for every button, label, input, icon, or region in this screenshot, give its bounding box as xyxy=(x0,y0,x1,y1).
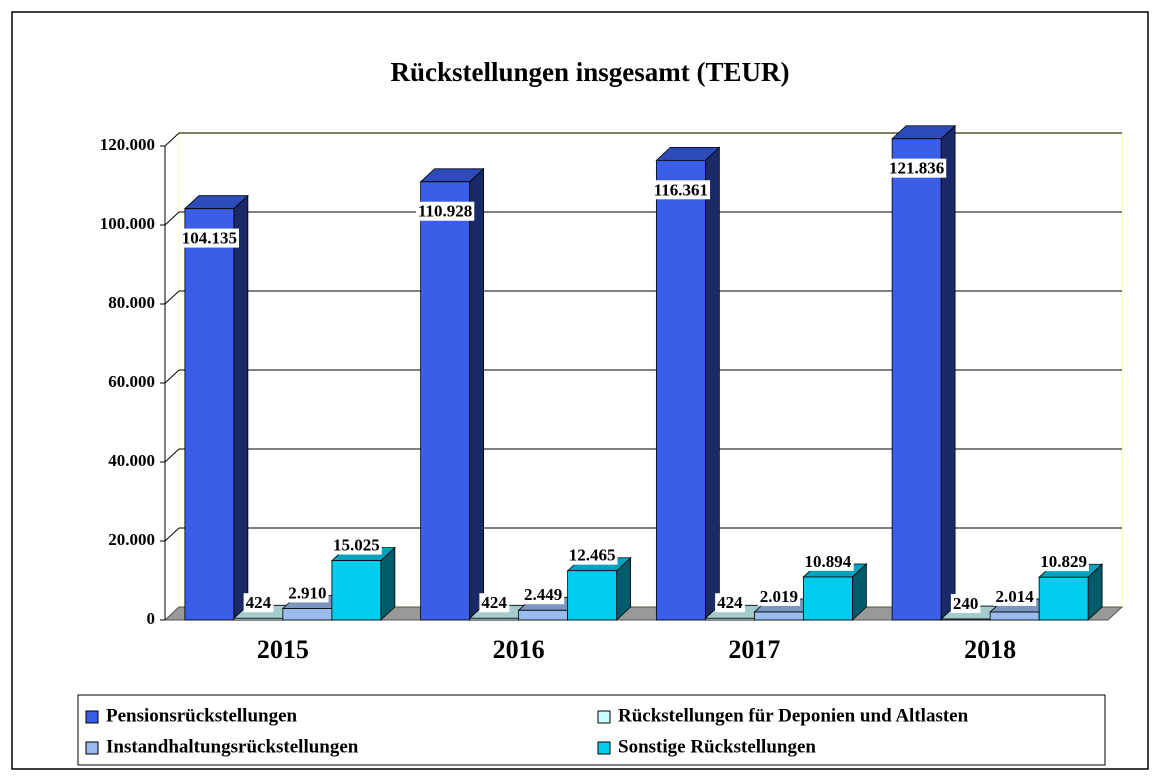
y-tick-label: 120.000 xyxy=(100,135,155,154)
grid-line-depth xyxy=(164,448,180,463)
data-label-bg xyxy=(243,593,274,613)
bar-side xyxy=(233,194,249,621)
legend-swatch xyxy=(85,710,99,724)
bar xyxy=(567,570,618,621)
data-label: 240 xyxy=(953,594,979,613)
data-label: 110.928 xyxy=(418,202,472,221)
grid-line-depth xyxy=(164,132,180,147)
bar-3d xyxy=(566,556,632,621)
y-tick-label: 60.000 xyxy=(108,372,155,391)
bar-3d xyxy=(330,546,396,621)
data-label-bg xyxy=(715,593,746,613)
data-label: 2.449 xyxy=(524,585,562,604)
bar xyxy=(891,138,942,621)
grid-line-depth xyxy=(164,527,180,542)
data-label: 116.361 xyxy=(654,180,708,199)
bar xyxy=(655,159,706,621)
grid-line-depth xyxy=(164,369,180,384)
data-label: 10.894 xyxy=(805,552,852,571)
legend-label: Instandhaltungsrückstellungen xyxy=(106,736,359,757)
data-label-bg xyxy=(887,158,947,178)
bar xyxy=(233,617,284,621)
legend-label: Sonstige Rückstellungen xyxy=(618,736,816,757)
data-label: 424 xyxy=(246,593,272,612)
data-label-bg xyxy=(802,551,854,571)
data-label: 424 xyxy=(717,593,743,612)
legend-swatch xyxy=(597,710,611,724)
bar-side xyxy=(704,146,720,621)
chart-title: Rückstellungen insgesamt (TEUR) xyxy=(390,57,789,87)
bar-side xyxy=(469,167,485,621)
data-label-bg xyxy=(479,593,510,613)
legend-swatch xyxy=(597,741,611,755)
bar xyxy=(1038,576,1089,621)
data-label: 10.829 xyxy=(1040,552,1087,571)
grid-line-depth xyxy=(164,290,180,305)
data-label: 121.836 xyxy=(889,159,944,178)
bar xyxy=(331,560,382,621)
data-label-bg xyxy=(331,535,382,555)
legend xyxy=(77,694,1106,766)
data-label-bg xyxy=(566,545,618,565)
grid-line-depth xyxy=(164,211,180,226)
bar xyxy=(940,618,991,621)
bar-3d xyxy=(655,146,721,621)
data-label: 104.135 xyxy=(182,229,237,248)
data-label: 12.465 xyxy=(569,546,616,565)
data-label-bg xyxy=(522,585,565,605)
bar-3d xyxy=(419,167,485,621)
y-tick-label: 80.000 xyxy=(108,293,155,312)
x-tick-label: 2016 xyxy=(493,635,545,664)
data-label-bg xyxy=(179,228,239,248)
data-label-bg xyxy=(950,593,981,613)
bar xyxy=(704,617,755,621)
data-label-bg xyxy=(286,583,329,603)
data-label-bg xyxy=(415,201,475,221)
bar-side xyxy=(940,124,956,621)
legend-label: Pensionsrückstellungen xyxy=(106,705,298,726)
data-label: 424 xyxy=(481,593,507,612)
legend-label: Rückstellungen für Deponien und Altlaste… xyxy=(618,705,969,726)
bar xyxy=(802,576,853,621)
data-label-bg xyxy=(993,586,1037,606)
bar xyxy=(184,208,235,621)
x-tick-label: 2018 xyxy=(964,635,1016,664)
bar-3d xyxy=(183,194,249,621)
data-label-bg xyxy=(1038,552,1089,572)
data-label-bg xyxy=(651,180,711,200)
data-label: 2.019 xyxy=(760,587,798,606)
bar-3d xyxy=(1038,563,1104,621)
bar xyxy=(518,609,569,621)
y-tick-label: 0 xyxy=(147,609,156,628)
x-tick-label: 2017 xyxy=(728,635,780,664)
bar xyxy=(753,611,804,621)
bar xyxy=(420,181,471,621)
y-tick-label: 40.000 xyxy=(108,451,155,470)
y-tick-label: 100.000 xyxy=(100,214,155,233)
bar xyxy=(469,617,520,621)
data-label-bg xyxy=(757,586,800,606)
bar xyxy=(989,611,1040,621)
y-tick-label: 20.000 xyxy=(108,530,155,549)
data-label: 2.014 xyxy=(996,587,1035,606)
bar-3d xyxy=(802,563,868,621)
bar xyxy=(282,608,333,621)
bar-3d xyxy=(891,124,957,621)
data-label: 15.025 xyxy=(333,536,380,555)
data-label: 2.910 xyxy=(288,583,326,602)
legend-swatch xyxy=(85,741,99,755)
x-tick-label: 2015 xyxy=(257,635,309,664)
